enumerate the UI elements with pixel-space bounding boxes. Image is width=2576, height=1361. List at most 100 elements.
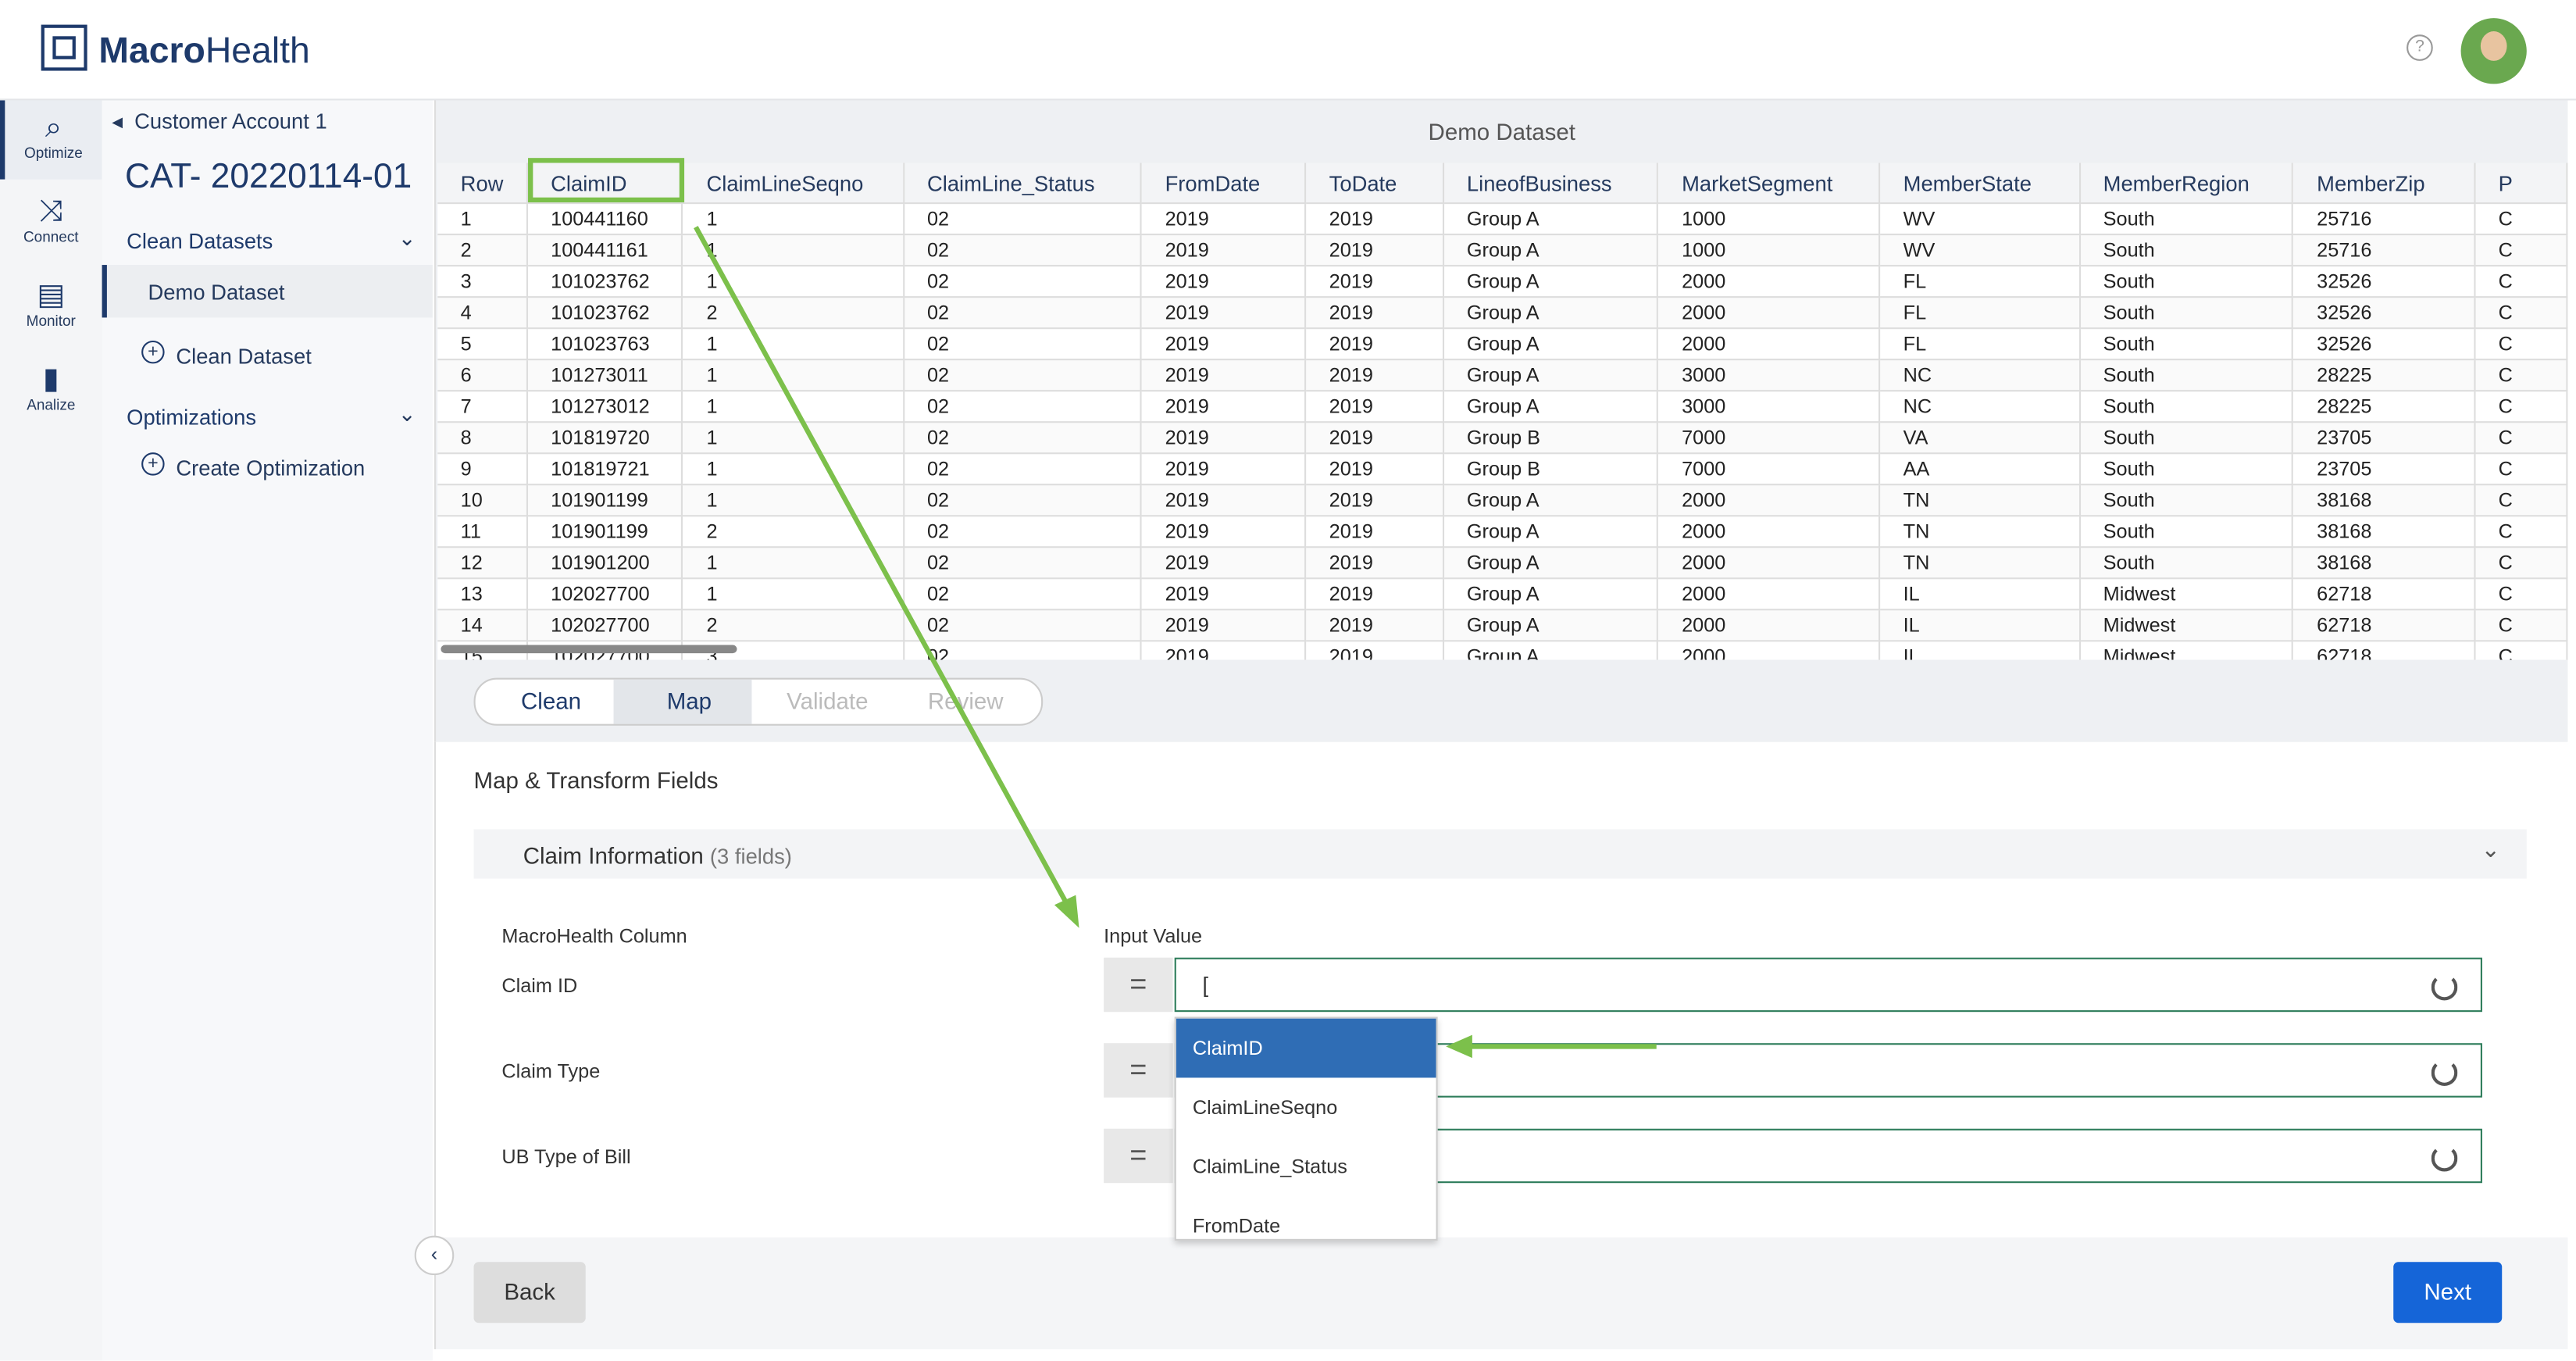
table-cell: 9 — [437, 453, 528, 486]
chevron: ⌄ — [398, 401, 416, 427]
table-cell: 02 — [903, 391, 1143, 423]
spinner — [2431, 973, 2458, 1001]
table-cell: 02 — [903, 203, 1143, 236]
column-header: MemberZip — [2292, 163, 2476, 205]
table-cell: 2000 — [1657, 328, 1881, 361]
table-cell: C — [2474, 328, 2568, 361]
table-cell: 25716 — [2292, 234, 2476, 267]
table-cell: 10 — [437, 484, 528, 517]
dropdown-option[interactable]: ClaimLineSeqno — [1192, 1095, 1338, 1120]
table-cell: C — [2474, 641, 2568, 660]
avatar[interactable] — [2460, 18, 2527, 84]
back-link[interactable]: ◂ Customer Account 1 — [112, 108, 327, 134]
table-cell: 62718 — [2292, 609, 2476, 642]
group-header[interactable]: Claim Information (3 fields) ⌄ — [473, 829, 2527, 879]
table-cell: 7 — [437, 391, 528, 423]
table-cell: 2019 — [1305, 297, 1444, 330]
table-cell: 2019 — [1305, 266, 1444, 298]
operator: = — [1104, 1043, 1173, 1098]
table-cell: 6 — [437, 359, 528, 392]
table-row: 4 101023762 2 02 2019 2019 Group A 2000 FL South 3… — [437, 297, 2568, 330]
table-cell: C — [2474, 578, 2568, 611]
step[interactable]: Clean — [520, 688, 582, 715]
plus-icon: + — [141, 340, 165, 364]
nav-item[interactable]: ⌕ Optimize — [0, 100, 102, 180]
highlight-box — [528, 158, 685, 203]
table-cell: Group A — [1443, 328, 1659, 361]
nav-icon: ⤨ — [39, 194, 63, 227]
table-cell: NC — [1879, 391, 2081, 423]
dropdown-option[interactable]: ClaimID — [1176, 1018, 1436, 1078]
field-label: Claim Type — [501, 1059, 601, 1083]
table-cell: 2019 — [1141, 203, 1307, 236]
back-button[interactable]: Back — [473, 1262, 586, 1323]
table-cell: IL — [1879, 578, 2081, 611]
table-row: 7 101273012 1 02 2019 2019 Group A 3000 NC South 2… — [437, 391, 2568, 423]
column-header: MemberRegion — [2079, 163, 2294, 205]
step[interactable]: Review — [927, 688, 1004, 715]
item-label: Create Optimization — [176, 455, 366, 480]
nav-icon: ⌕ — [45, 110, 62, 144]
table-cell: 4 — [437, 297, 528, 330]
nav-label: Optimize — [24, 145, 83, 162]
table-cell: 1 — [682, 266, 904, 298]
table-cell: South — [2079, 203, 2294, 236]
table-cell: C — [2474, 203, 2568, 236]
section-item[interactable]: + Create Optimization — [102, 441, 433, 493]
table-cell: 100441160 — [526, 203, 683, 236]
table-cell: 101819720 — [526, 422, 683, 455]
step[interactable]: Map — [613, 679, 752, 724]
table-row: 6 101273011 1 02 2019 2019 Group A 3000 NC South 2… — [437, 359, 2568, 392]
table-cell: 2019 — [1305, 391, 1444, 423]
arrow — [694, 226, 1072, 910]
table-cell: 2019 — [1141, 234, 1307, 267]
table-cell: 2019 — [1305, 578, 1444, 611]
table-cell: C — [2474, 266, 2568, 298]
table-cell: 12 — [437, 547, 528, 580]
table-cell: C — [2474, 297, 2568, 330]
table-cell: TN — [1879, 484, 2081, 517]
section-title[interactable]: Optimizations — [127, 405, 257, 430]
table-cell: 02 — [903, 422, 1143, 455]
collapse-button[interactable]: ‹ — [414, 1235, 455, 1276]
table-cell: Group A — [1443, 547, 1659, 580]
next-button[interactable]: Next — [2393, 1262, 2503, 1323]
item-label: Demo Dataset — [148, 280, 285, 305]
input-box[interactable]: [ — [1174, 957, 2482, 1013]
nav-item[interactable]: ⤨ Connect — [0, 184, 102, 263]
nav-item[interactable]: ▤ Monitor — [0, 268, 102, 347]
table-cell: South — [2079, 234, 2294, 267]
nav-rail: ⌕ Optimize ⤨ Connect ▤ Monitor ▮ Analize — [0, 100, 104, 1361]
table-cell: 101273012 — [526, 391, 683, 423]
operator: = — [1104, 1128, 1173, 1184]
section-item[interactable]: Demo Dataset — [102, 265, 433, 318]
section-title[interactable]: Clean Datasets — [127, 228, 273, 254]
table-cell: C — [2474, 453, 2568, 486]
table-cell: 1 — [682, 328, 904, 361]
table-cell: 3000 — [1657, 359, 1881, 392]
table-cell: Midwest — [2079, 609, 2294, 642]
table-row: 9 101819721 1 02 2019 2019 Group B 7000 AA South 2… — [437, 453, 2568, 486]
table-cell: Midwest — [2079, 578, 2294, 611]
nav-label: Analize — [27, 396, 76, 413]
table-cell: 3 — [437, 266, 528, 298]
dropdown-option[interactable]: FromDate — [1192, 1214, 1281, 1238]
section-item[interactable]: + Clean Dataset — [102, 329, 433, 381]
nav-item[interactable]: ▮ Analize — [0, 352, 102, 431]
section-title: Map & Transform Fields — [473, 766, 719, 794]
step[interactable]: Validate — [787, 688, 869, 715]
table-cell: Group A — [1443, 297, 1659, 330]
dropdown-option[interactable]: ClaimLine_Status — [1192, 1155, 1347, 1178]
table-cell: South — [2079, 391, 2294, 423]
table-cell: 5 — [437, 328, 528, 361]
table-cell: IL — [1879, 641, 2081, 660]
table-cell: South — [2079, 328, 2294, 361]
table-cell: South — [2079, 547, 2294, 580]
table-cell: 1 — [437, 203, 528, 236]
table-cell: 2 — [682, 297, 904, 330]
table-cell: Group A — [1443, 578, 1659, 611]
table-cell: 101901199 — [526, 516, 683, 548]
scrollbar[interactable] — [441, 645, 737, 654]
help-icon[interactable]: ? — [2407, 34, 2433, 61]
table-cell: 101901200 — [526, 547, 683, 580]
